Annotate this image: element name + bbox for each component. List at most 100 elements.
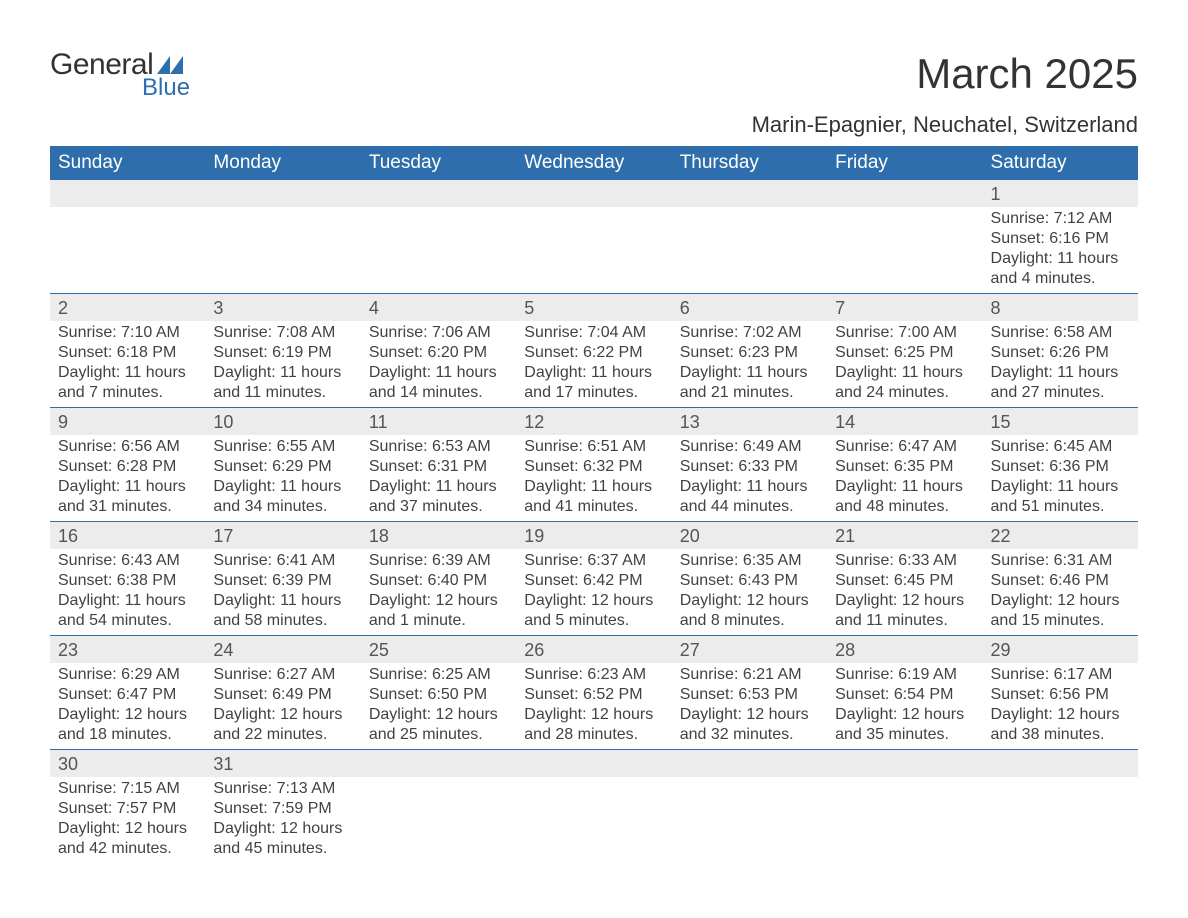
day-number-cell bbox=[827, 750, 982, 778]
day-details-cell: Sunrise: 7:06 AMSunset: 6:20 PMDaylight:… bbox=[361, 321, 516, 408]
day-header: Saturday bbox=[983, 146, 1138, 180]
day-details-cell: Sunrise: 6:53 AMSunset: 6:31 PMDaylight:… bbox=[361, 435, 516, 522]
daynum-row: 3031 bbox=[50, 750, 1138, 778]
daylight-line: Daylight: 12 hours and 1 minute. bbox=[369, 591, 508, 631]
day-number-cell: 8 bbox=[983, 294, 1138, 322]
day-details-cell: Sunrise: 6:33 AMSunset: 6:45 PMDaylight:… bbox=[827, 549, 982, 636]
day-number-cell bbox=[205, 180, 360, 207]
sunrise-line: Sunrise: 7:10 AM bbox=[58, 323, 197, 343]
day-number-cell: 29 bbox=[983, 636, 1138, 664]
day-number-cell: 23 bbox=[50, 636, 205, 664]
daylight-line: Daylight: 11 hours and 51 minutes. bbox=[991, 477, 1130, 517]
sunrise-line: Sunrise: 7:02 AM bbox=[680, 323, 819, 343]
day-details-cell: Sunrise: 7:08 AMSunset: 6:19 PMDaylight:… bbox=[205, 321, 360, 408]
day-number-cell bbox=[516, 180, 671, 207]
sunrise-line: Sunrise: 6:55 AM bbox=[213, 437, 352, 457]
sunset-line: Sunset: 7:59 PM bbox=[213, 799, 352, 819]
title-block: March 2025 Marin-Epagnier, Neuchatel, Sw… bbox=[752, 50, 1138, 138]
daylight-line: Daylight: 12 hours and 5 minutes. bbox=[524, 591, 663, 631]
day-number-cell: 18 bbox=[361, 522, 516, 550]
sunset-line: Sunset: 6:16 PM bbox=[991, 229, 1130, 249]
daylight-line: Daylight: 11 hours and 7 minutes. bbox=[58, 363, 197, 403]
day-details-cell: Sunrise: 6:56 AMSunset: 6:28 PMDaylight:… bbox=[50, 435, 205, 522]
day-content-row: Sunrise: 7:10 AMSunset: 6:18 PMDaylight:… bbox=[50, 321, 1138, 408]
daynum-row: 1 bbox=[50, 180, 1138, 207]
day-header: Friday bbox=[827, 146, 982, 180]
day-number-cell bbox=[516, 750, 671, 778]
sunset-line: Sunset: 6:28 PM bbox=[58, 457, 197, 477]
day-details-cell: Sunrise: 6:51 AMSunset: 6:32 PMDaylight:… bbox=[516, 435, 671, 522]
sunset-line: Sunset: 6:31 PM bbox=[369, 457, 508, 477]
sunrise-line: Sunrise: 7:12 AM bbox=[991, 209, 1130, 229]
sunrise-line: Sunrise: 6:45 AM bbox=[991, 437, 1130, 457]
daynum-row: 9101112131415 bbox=[50, 408, 1138, 436]
day-details-cell: Sunrise: 6:35 AMSunset: 6:43 PMDaylight:… bbox=[672, 549, 827, 636]
day-details-cell: Sunrise: 6:49 AMSunset: 6:33 PMDaylight:… bbox=[672, 435, 827, 522]
sunset-line: Sunset: 6:19 PM bbox=[213, 343, 352, 363]
day-content-row: Sunrise: 7:15 AMSunset: 7:57 PMDaylight:… bbox=[50, 777, 1138, 863]
sunset-line: Sunset: 6:40 PM bbox=[369, 571, 508, 591]
sunset-line: Sunset: 6:46 PM bbox=[991, 571, 1130, 591]
sunset-line: Sunset: 6:39 PM bbox=[213, 571, 352, 591]
day-details-cell: Sunrise: 6:29 AMSunset: 6:47 PMDaylight:… bbox=[50, 663, 205, 750]
day-number-cell: 27 bbox=[672, 636, 827, 664]
sunrise-line: Sunrise: 6:37 AM bbox=[524, 551, 663, 571]
daylight-line: Daylight: 12 hours and 25 minutes. bbox=[369, 705, 508, 745]
day-content-row: Sunrise: 6:56 AMSunset: 6:28 PMDaylight:… bbox=[50, 435, 1138, 522]
sunrise-line: Sunrise: 6:41 AM bbox=[213, 551, 352, 571]
sunrise-line: Sunrise: 6:39 AM bbox=[369, 551, 508, 571]
sunset-line: Sunset: 6:18 PM bbox=[58, 343, 197, 363]
daylight-line: Daylight: 11 hours and 17 minutes. bbox=[524, 363, 663, 403]
day-details-cell bbox=[205, 207, 360, 294]
day-number-cell: 31 bbox=[205, 750, 360, 778]
day-details-cell: Sunrise: 6:23 AMSunset: 6:52 PMDaylight:… bbox=[516, 663, 671, 750]
logo-word1: General bbox=[50, 50, 153, 80]
sunrise-line: Sunrise: 6:51 AM bbox=[524, 437, 663, 457]
sunrise-line: Sunrise: 7:08 AM bbox=[213, 323, 352, 343]
sunset-line: Sunset: 6:38 PM bbox=[58, 571, 197, 591]
day-details-cell: Sunrise: 7:10 AMSunset: 6:18 PMDaylight:… bbox=[50, 321, 205, 408]
sunset-line: Sunset: 6:33 PM bbox=[680, 457, 819, 477]
sunset-line: Sunset: 6:53 PM bbox=[680, 685, 819, 705]
sunrise-line: Sunrise: 7:13 AM bbox=[213, 779, 352, 799]
day-details-cell: Sunrise: 6:19 AMSunset: 6:54 PMDaylight:… bbox=[827, 663, 982, 750]
daylight-line: Daylight: 12 hours and 42 minutes. bbox=[58, 819, 197, 859]
sunset-line: Sunset: 6:56 PM bbox=[991, 685, 1130, 705]
day-number-cell: 13 bbox=[672, 408, 827, 436]
day-details-cell: Sunrise: 6:41 AMSunset: 6:39 PMDaylight:… bbox=[205, 549, 360, 636]
day-content-row: Sunrise: 6:29 AMSunset: 6:47 PMDaylight:… bbox=[50, 663, 1138, 750]
day-details-cell: Sunrise: 6:39 AMSunset: 6:40 PMDaylight:… bbox=[361, 549, 516, 636]
daylight-line: Daylight: 11 hours and 31 minutes. bbox=[58, 477, 197, 517]
sunrise-line: Sunrise: 6:47 AM bbox=[835, 437, 974, 457]
daylight-line: Daylight: 11 hours and 14 minutes. bbox=[369, 363, 508, 403]
day-details-cell: Sunrise: 6:27 AMSunset: 6:49 PMDaylight:… bbox=[205, 663, 360, 750]
sunrise-line: Sunrise: 6:43 AM bbox=[58, 551, 197, 571]
sunrise-line: Sunrise: 6:21 AM bbox=[680, 665, 819, 685]
daylight-line: Daylight: 11 hours and 54 minutes. bbox=[58, 591, 197, 631]
sunrise-line: Sunrise: 6:33 AM bbox=[835, 551, 974, 571]
day-details-cell: Sunrise: 7:12 AMSunset: 6:16 PMDaylight:… bbox=[983, 207, 1138, 294]
daylight-line: Daylight: 11 hours and 4 minutes. bbox=[991, 249, 1130, 289]
sunset-line: Sunset: 6:35 PM bbox=[835, 457, 974, 477]
day-details-cell: Sunrise: 6:45 AMSunset: 6:36 PMDaylight:… bbox=[983, 435, 1138, 522]
day-details-cell: Sunrise: 6:55 AMSunset: 6:29 PMDaylight:… bbox=[205, 435, 360, 522]
daylight-line: Daylight: 12 hours and 11 minutes. bbox=[835, 591, 974, 631]
day-number-cell: 20 bbox=[672, 522, 827, 550]
day-details-cell: Sunrise: 6:47 AMSunset: 6:35 PMDaylight:… bbox=[827, 435, 982, 522]
day-details-cell: Sunrise: 6:43 AMSunset: 6:38 PMDaylight:… bbox=[50, 549, 205, 636]
day-header: Monday bbox=[205, 146, 360, 180]
daylight-line: Daylight: 12 hours and 32 minutes. bbox=[680, 705, 819, 745]
sunrise-line: Sunrise: 6:31 AM bbox=[991, 551, 1130, 571]
day-number-cell: 24 bbox=[205, 636, 360, 664]
daylight-line: Daylight: 11 hours and 48 minutes. bbox=[835, 477, 974, 517]
sunset-line: Sunset: 6:20 PM bbox=[369, 343, 508, 363]
daynum-row: 23242526272829 bbox=[50, 636, 1138, 664]
daylight-line: Daylight: 12 hours and 22 minutes. bbox=[213, 705, 352, 745]
daylight-line: Daylight: 11 hours and 41 minutes. bbox=[524, 477, 663, 517]
sunrise-line: Sunrise: 7:06 AM bbox=[369, 323, 508, 343]
day-number-cell: 5 bbox=[516, 294, 671, 322]
day-details-cell: Sunrise: 7:04 AMSunset: 6:22 PMDaylight:… bbox=[516, 321, 671, 408]
sunset-line: Sunset: 6:45 PM bbox=[835, 571, 974, 591]
daynum-row: 2345678 bbox=[50, 294, 1138, 322]
day-details-cell bbox=[983, 777, 1138, 863]
